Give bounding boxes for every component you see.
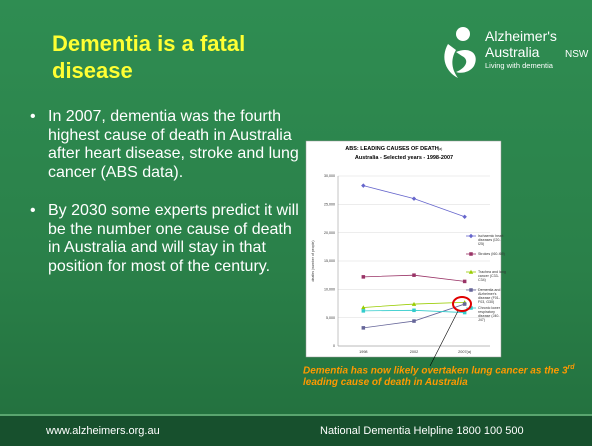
logo-text: NSW xyxy=(565,49,589,60)
chart-panel xyxy=(305,140,502,358)
x-tick-label: 2007(a) xyxy=(458,350,472,354)
caption-sup: rd xyxy=(567,364,575,371)
legend-label: Ischaemic heart diseases (I20-I25) xyxy=(478,233,504,247)
y-tick-label: 25,000 xyxy=(324,203,335,207)
footer-helpline: National Dementia Helpline 1800 100 500 xyxy=(320,425,524,437)
marker xyxy=(412,273,416,277)
caption-text: leading cause of death in Australia xyxy=(303,377,468,389)
legend-label: Chronic lower respiratory disease (J40-J… xyxy=(478,305,500,323)
caption: Dementia has now likely overtaken lung c… xyxy=(303,362,592,389)
legend-label: Strokes (I60-I69) xyxy=(478,251,505,256)
x-tick-label: 1998 xyxy=(359,350,367,354)
marker xyxy=(411,196,417,201)
legend-label: Dementia and Alzheimer's disease (F01-F0… xyxy=(478,287,501,305)
marker xyxy=(469,252,473,256)
marker xyxy=(411,301,417,306)
chart-title-note: (a) xyxy=(438,147,442,151)
marker xyxy=(462,302,467,306)
x-tick-label: 2002 xyxy=(410,350,418,354)
marker xyxy=(469,306,473,310)
y-tick-label: 5,000 xyxy=(326,316,335,320)
chart-subtitle: Australia - Selected years - 1998-2007 xyxy=(355,155,453,161)
marker xyxy=(361,309,366,313)
marker xyxy=(361,275,366,279)
marker xyxy=(361,183,366,188)
marker xyxy=(468,269,474,274)
marker xyxy=(468,233,474,239)
logo-icon xyxy=(444,27,476,78)
marker xyxy=(462,214,467,219)
slide-title: Dementia is a fatal disease xyxy=(52,31,246,83)
marker xyxy=(462,310,467,315)
y-tick-label: 10,000 xyxy=(324,288,335,292)
marker xyxy=(469,288,473,292)
y-tick-label: 15,000 xyxy=(324,259,335,263)
marker xyxy=(412,319,416,323)
bullet-list: In 2007, dementia was the fourth highest… xyxy=(28,108,303,296)
highlight-circle xyxy=(452,296,472,312)
bullet: In 2007, dementia was the fourth highest… xyxy=(28,108,303,182)
y-axis-label: deaths (number of people) xyxy=(311,240,315,281)
legend-label: Trachea and lung cancer (C33-C34) xyxy=(478,269,506,283)
marker xyxy=(412,308,416,313)
caption-text: Dementia has now likely overtaken lung c… xyxy=(303,365,568,377)
logo-text: Australia xyxy=(485,44,540,60)
logo-tagline: Living with dementia xyxy=(485,61,554,70)
logo-text: Alzheimer's xyxy=(485,28,557,44)
chart-title: ABS: LEADING CAUSES OF DEATH xyxy=(345,146,438,152)
marker xyxy=(462,279,467,284)
y-tick-label: 20,000 xyxy=(324,231,335,235)
y-tick-label: 0 xyxy=(333,344,335,348)
y-tick-label: 30,000 xyxy=(324,174,335,178)
marker xyxy=(361,305,366,310)
marker xyxy=(361,326,366,330)
bullet: By 2030 some experts predict it will be … xyxy=(28,202,303,276)
footer-url: www.alzheimers.org.au xyxy=(46,425,160,437)
pointer-line xyxy=(429,310,459,367)
footer: www.alzheimers.org.au National Dementia … xyxy=(0,414,592,446)
